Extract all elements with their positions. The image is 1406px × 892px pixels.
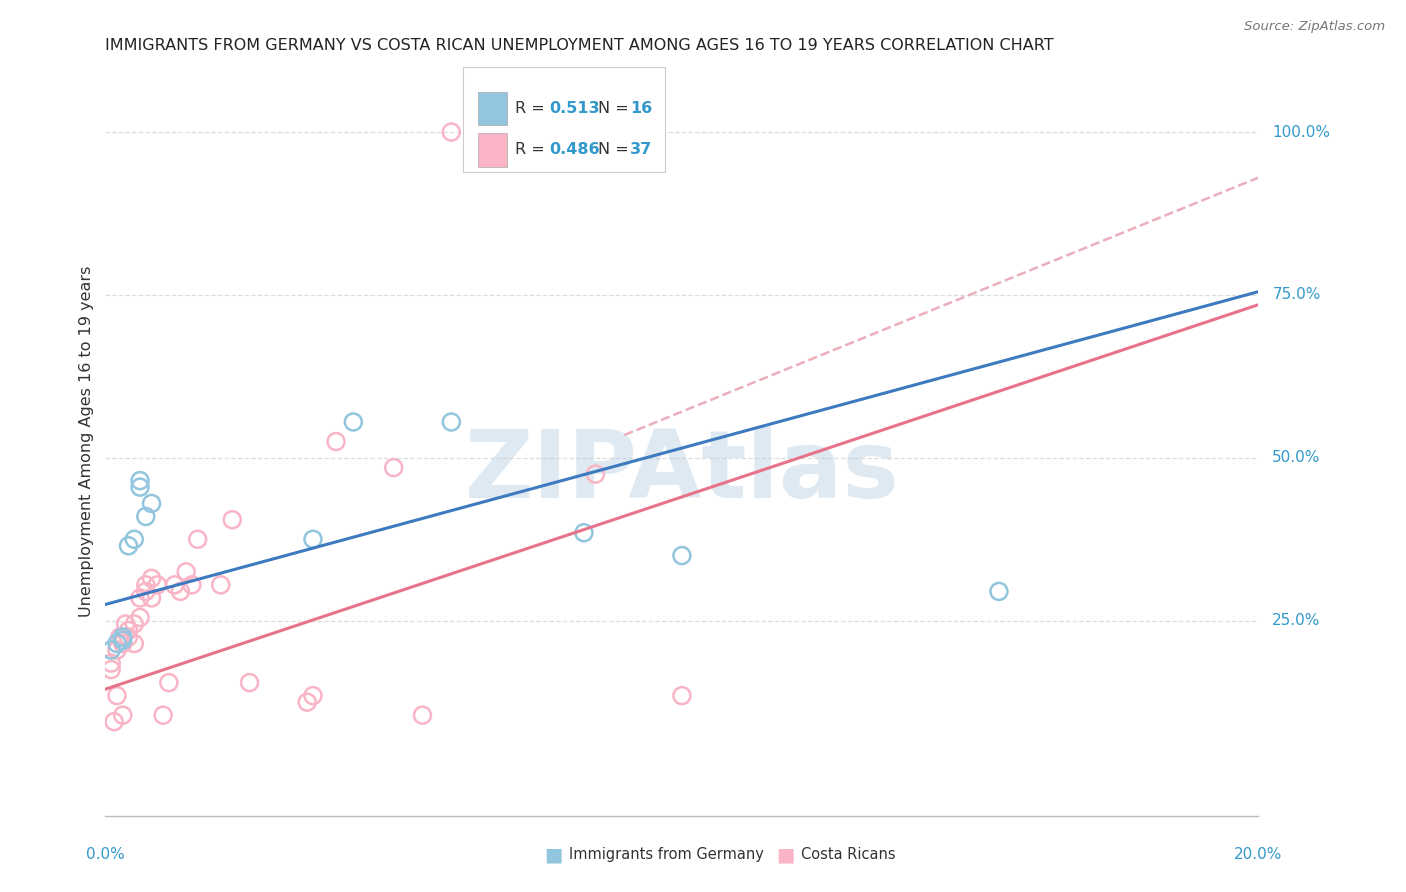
Point: [114, 617, 136, 632]
Point: [382, 460, 405, 475]
Point: [440, 125, 463, 139]
Point: [146, 578, 169, 592]
Text: 16: 16: [630, 101, 652, 116]
Point: [572, 525, 595, 540]
Text: 0.0%: 0.0%: [86, 847, 125, 862]
FancyBboxPatch shape: [478, 92, 506, 126]
Point: [152, 708, 174, 723]
Text: 50.0%: 50.0%: [1272, 450, 1320, 466]
Text: 25.0%: 25.0%: [1272, 613, 1320, 628]
Point: [988, 584, 1011, 599]
Point: [671, 549, 693, 563]
Text: Immigrants from Germany: Immigrants from Germany: [569, 847, 765, 862]
Text: 20.0%: 20.0%: [1234, 847, 1282, 862]
Point: [105, 636, 128, 650]
Point: [411, 708, 433, 723]
Point: [100, 663, 122, 677]
Point: [141, 496, 163, 510]
Text: N =: N =: [598, 142, 634, 157]
FancyBboxPatch shape: [478, 133, 506, 167]
Point: [325, 434, 347, 449]
Point: [141, 591, 163, 605]
Point: [124, 617, 146, 632]
Text: Costa Ricans: Costa Ricans: [801, 847, 896, 862]
Text: 37: 37: [630, 142, 652, 157]
Point: [503, 125, 526, 139]
FancyBboxPatch shape: [463, 67, 665, 172]
Point: [221, 513, 243, 527]
Point: [302, 533, 325, 547]
Text: 75.0%: 75.0%: [1272, 287, 1320, 302]
Point: [302, 689, 325, 703]
Text: N =: N =: [598, 101, 634, 116]
Point: [169, 584, 191, 599]
Text: Source: ZipAtlas.com: Source: ZipAtlas.com: [1244, 20, 1385, 33]
Point: [239, 675, 262, 690]
Text: 100.0%: 100.0%: [1272, 125, 1330, 139]
Point: [105, 643, 128, 657]
Point: [117, 539, 139, 553]
Text: IMMIGRANTS FROM GERMANY VS COSTA RICAN UNEMPLOYMENT AMONG AGES 16 TO 19 YEARS CO: IMMIGRANTS FROM GERMANY VS COSTA RICAN U…: [105, 38, 1054, 54]
Text: ■: ■: [544, 845, 562, 864]
Point: [100, 643, 122, 657]
Point: [111, 636, 134, 650]
Point: [671, 689, 693, 703]
Text: R =: R =: [515, 101, 550, 116]
Point: [180, 578, 204, 592]
Point: [129, 610, 152, 624]
Text: 0.486: 0.486: [550, 142, 600, 157]
Point: [111, 630, 134, 644]
Text: 0.513: 0.513: [550, 101, 600, 116]
Point: [157, 675, 180, 690]
Text: R =: R =: [515, 142, 550, 157]
Point: [117, 624, 139, 638]
Point: [129, 591, 152, 605]
Text: ■: ■: [776, 845, 794, 864]
Point: [124, 636, 146, 650]
Point: [117, 630, 139, 644]
Point: [100, 656, 122, 670]
Point: [440, 415, 463, 429]
Point: [163, 578, 186, 592]
Point: [129, 474, 152, 488]
Point: [141, 571, 163, 585]
Point: [342, 415, 364, 429]
Point: [187, 533, 209, 547]
Point: [297, 695, 319, 709]
Point: [135, 584, 157, 599]
Point: [111, 708, 134, 723]
Point: [174, 565, 197, 579]
Point: [111, 633, 134, 648]
Text: ZIPAtlas: ZIPAtlas: [464, 425, 900, 517]
Point: [135, 509, 157, 524]
Point: [124, 533, 146, 547]
Y-axis label: Unemployment Among Ages 16 to 19 years: Unemployment Among Ages 16 to 19 years: [79, 266, 94, 617]
Point: [129, 480, 152, 494]
Point: [209, 578, 232, 592]
Point: [585, 467, 607, 482]
Point: [108, 630, 131, 644]
Point: [105, 689, 128, 703]
Point: [135, 578, 157, 592]
Point: [103, 714, 125, 729]
